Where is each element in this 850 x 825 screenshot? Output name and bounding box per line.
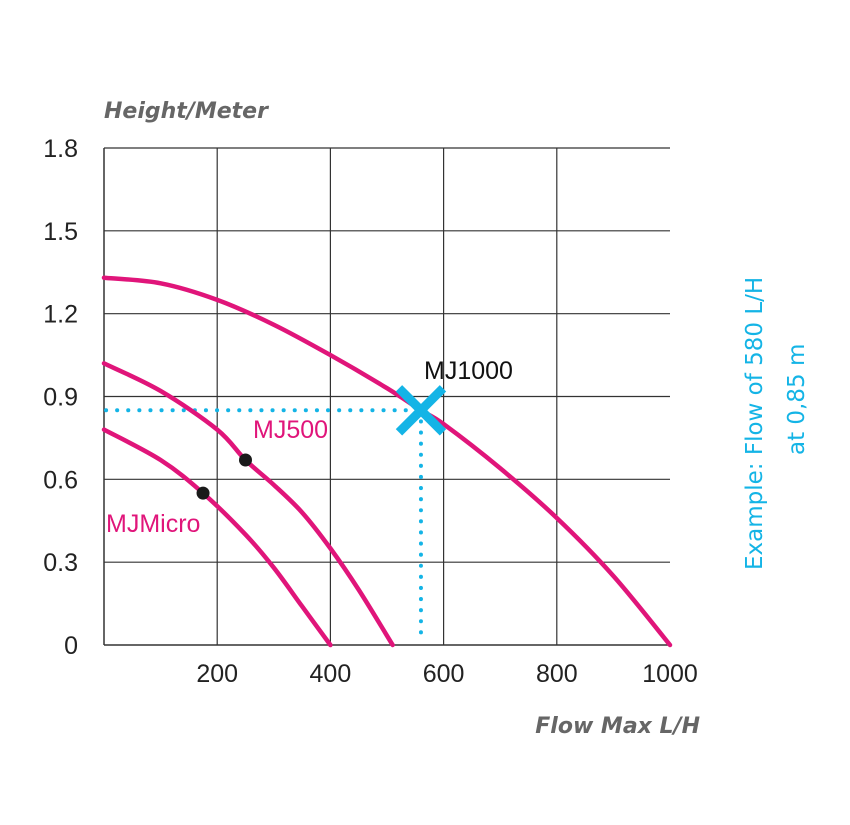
example-guides [104,408,423,645]
y-tick-label: 1.8 [43,135,78,163]
x-tick-label: 400 [310,660,352,688]
x-tick-label: 200 [196,660,238,688]
example-note-line-2: at 0,85 m [784,344,810,455]
example-marker [395,385,447,436]
y-axis-title: Height/Meter [104,99,269,124]
y-tick-label: 0.6 [43,466,78,494]
y-tick-label: 1.5 [43,218,78,246]
curve-mjmicro [101,427,333,648]
curve-mj500 [101,361,395,648]
x-tick-labels: 200 400 600 800 1000 [196,660,697,688]
point-mjmicro [196,486,210,500]
point-mj500 [239,453,252,467]
y-tick-label: 0.9 [43,384,78,412]
x-tick-label: 800 [536,660,578,688]
mj1000-label: MJ1000 [424,357,513,385]
y-tick-label: 0.3 [43,549,78,577]
grid [103,147,670,646]
x-tick-label: 600 [423,660,465,688]
x-tick-label: 1000 [642,660,698,688]
example-x-stroke-2 [395,385,447,436]
mj500-label: MJ500 [253,416,328,444]
curves [101,275,673,648]
curve-mj1000 [101,275,673,648]
x-axis-title: Flow Max L/H [535,714,700,739]
example-note-line-1: Example: Flow of 580 L/H [742,277,768,570]
y-tick-labels: 0 0.3 0.6 0.9 1.2 1.5 1.8 [43,135,78,660]
y-tick-label: 0 [64,632,78,660]
points [196,453,252,500]
y-tick-label: 1.2 [43,301,78,329]
mjmicro-label: MJMicro [106,510,200,538]
